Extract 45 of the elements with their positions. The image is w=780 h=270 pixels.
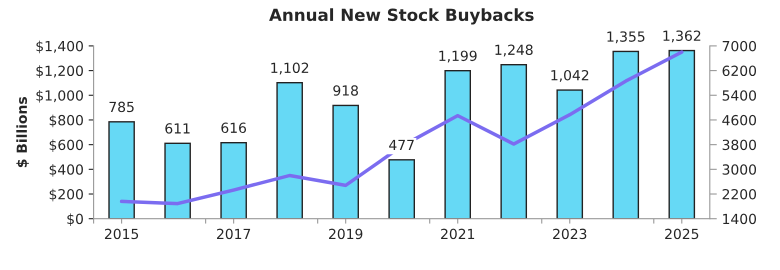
bar xyxy=(276,82,303,219)
data-label: 785 xyxy=(109,102,134,112)
data-label: 1,102 xyxy=(271,62,308,74)
bar xyxy=(556,89,584,219)
data-label: 1,199 xyxy=(439,50,477,62)
y2-tick-label: 4600 xyxy=(722,114,756,126)
bar xyxy=(612,50,640,219)
x-tick-label: 2023 xyxy=(553,228,586,240)
y-tick-label: $1,200 xyxy=(36,65,83,78)
y2-tick-label: 3800 xyxy=(722,140,756,150)
bar xyxy=(444,70,472,219)
y-tick-label: $1,000 xyxy=(36,90,83,103)
y2-tick-label: 7000 xyxy=(722,40,756,52)
bar xyxy=(332,104,359,219)
y-tick-label: $200 xyxy=(50,188,83,202)
data-label: 1,355 xyxy=(607,31,644,44)
y-tick-label: $1,400 xyxy=(36,40,83,54)
bar xyxy=(220,142,247,219)
data-label: 1,248 xyxy=(495,44,533,56)
y-tick-label: $800 xyxy=(50,114,83,128)
data-label: 611 xyxy=(165,123,190,134)
bar xyxy=(500,64,528,219)
bar xyxy=(668,50,696,219)
y2-tick-label: 2200 xyxy=(722,188,756,200)
y2-tick-label: 1400 xyxy=(723,214,756,224)
bar xyxy=(164,142,191,219)
y-tick-label: $600 xyxy=(50,139,83,152)
y2-tick-label: 6200 xyxy=(722,66,756,76)
data-label: 616 xyxy=(221,122,246,134)
y-axis-title: $ Billions xyxy=(16,97,29,168)
x-tick-label: 2021 xyxy=(441,228,474,240)
bar xyxy=(108,121,135,219)
bar xyxy=(388,159,415,219)
x-tick-label: 2019 xyxy=(329,228,362,240)
data-label: 1,042 xyxy=(551,70,588,82)
y2-tick-label: 5400 xyxy=(722,90,756,101)
data-label: 1,362 xyxy=(663,30,700,42)
y2-tick-label: 3000 xyxy=(722,164,756,175)
x-tick-label: 2025 xyxy=(665,228,698,240)
x-tick-label: 2015 xyxy=(104,228,138,240)
chart-title: Annual New Stock Buybacks xyxy=(269,8,534,24)
y-tick-label: $0 xyxy=(67,213,83,226)
x-tick-label: 2017 xyxy=(216,228,250,240)
data-label: 918 xyxy=(333,85,358,96)
y-tick-label: $400 xyxy=(50,164,83,177)
